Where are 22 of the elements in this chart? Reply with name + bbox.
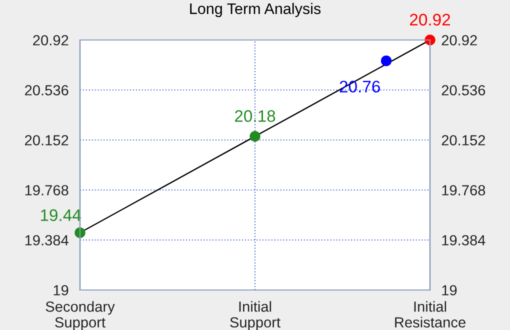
y-tick-label: 19.768 xyxy=(25,185,68,196)
y-tick-label: 20.536 xyxy=(25,85,68,96)
y2-tick-label: 20.152 xyxy=(442,135,485,146)
y2-tick-label: 20.92 xyxy=(442,35,477,46)
point xyxy=(74,227,86,238)
y-tick-label: 20.92 xyxy=(33,35,68,46)
data-label: 20.92 xyxy=(410,14,450,26)
y-tick-label: 19.384 xyxy=(25,235,68,246)
point xyxy=(250,131,260,142)
y2-tick-label: 19.768 xyxy=(442,185,486,196)
x-tick-label: Secondary Support xyxy=(46,301,115,330)
y2-tick-label: 20.536 xyxy=(442,85,486,96)
y2-tick-label: 19.384 xyxy=(442,235,486,246)
chart-title: Long Term Analysis xyxy=(190,2,321,18)
point xyxy=(380,55,392,66)
y-tick-label: 19 xyxy=(54,285,68,296)
y2-tick-label: 19 xyxy=(442,285,457,296)
x-tick-label: Initial Support xyxy=(230,301,280,330)
x-tick-label: Initial Resistance xyxy=(395,301,466,328)
data-label: 19.44 xyxy=(40,209,81,222)
y-tick-label: 20.152 xyxy=(25,135,68,146)
data-label: 20.18 xyxy=(234,110,276,122)
